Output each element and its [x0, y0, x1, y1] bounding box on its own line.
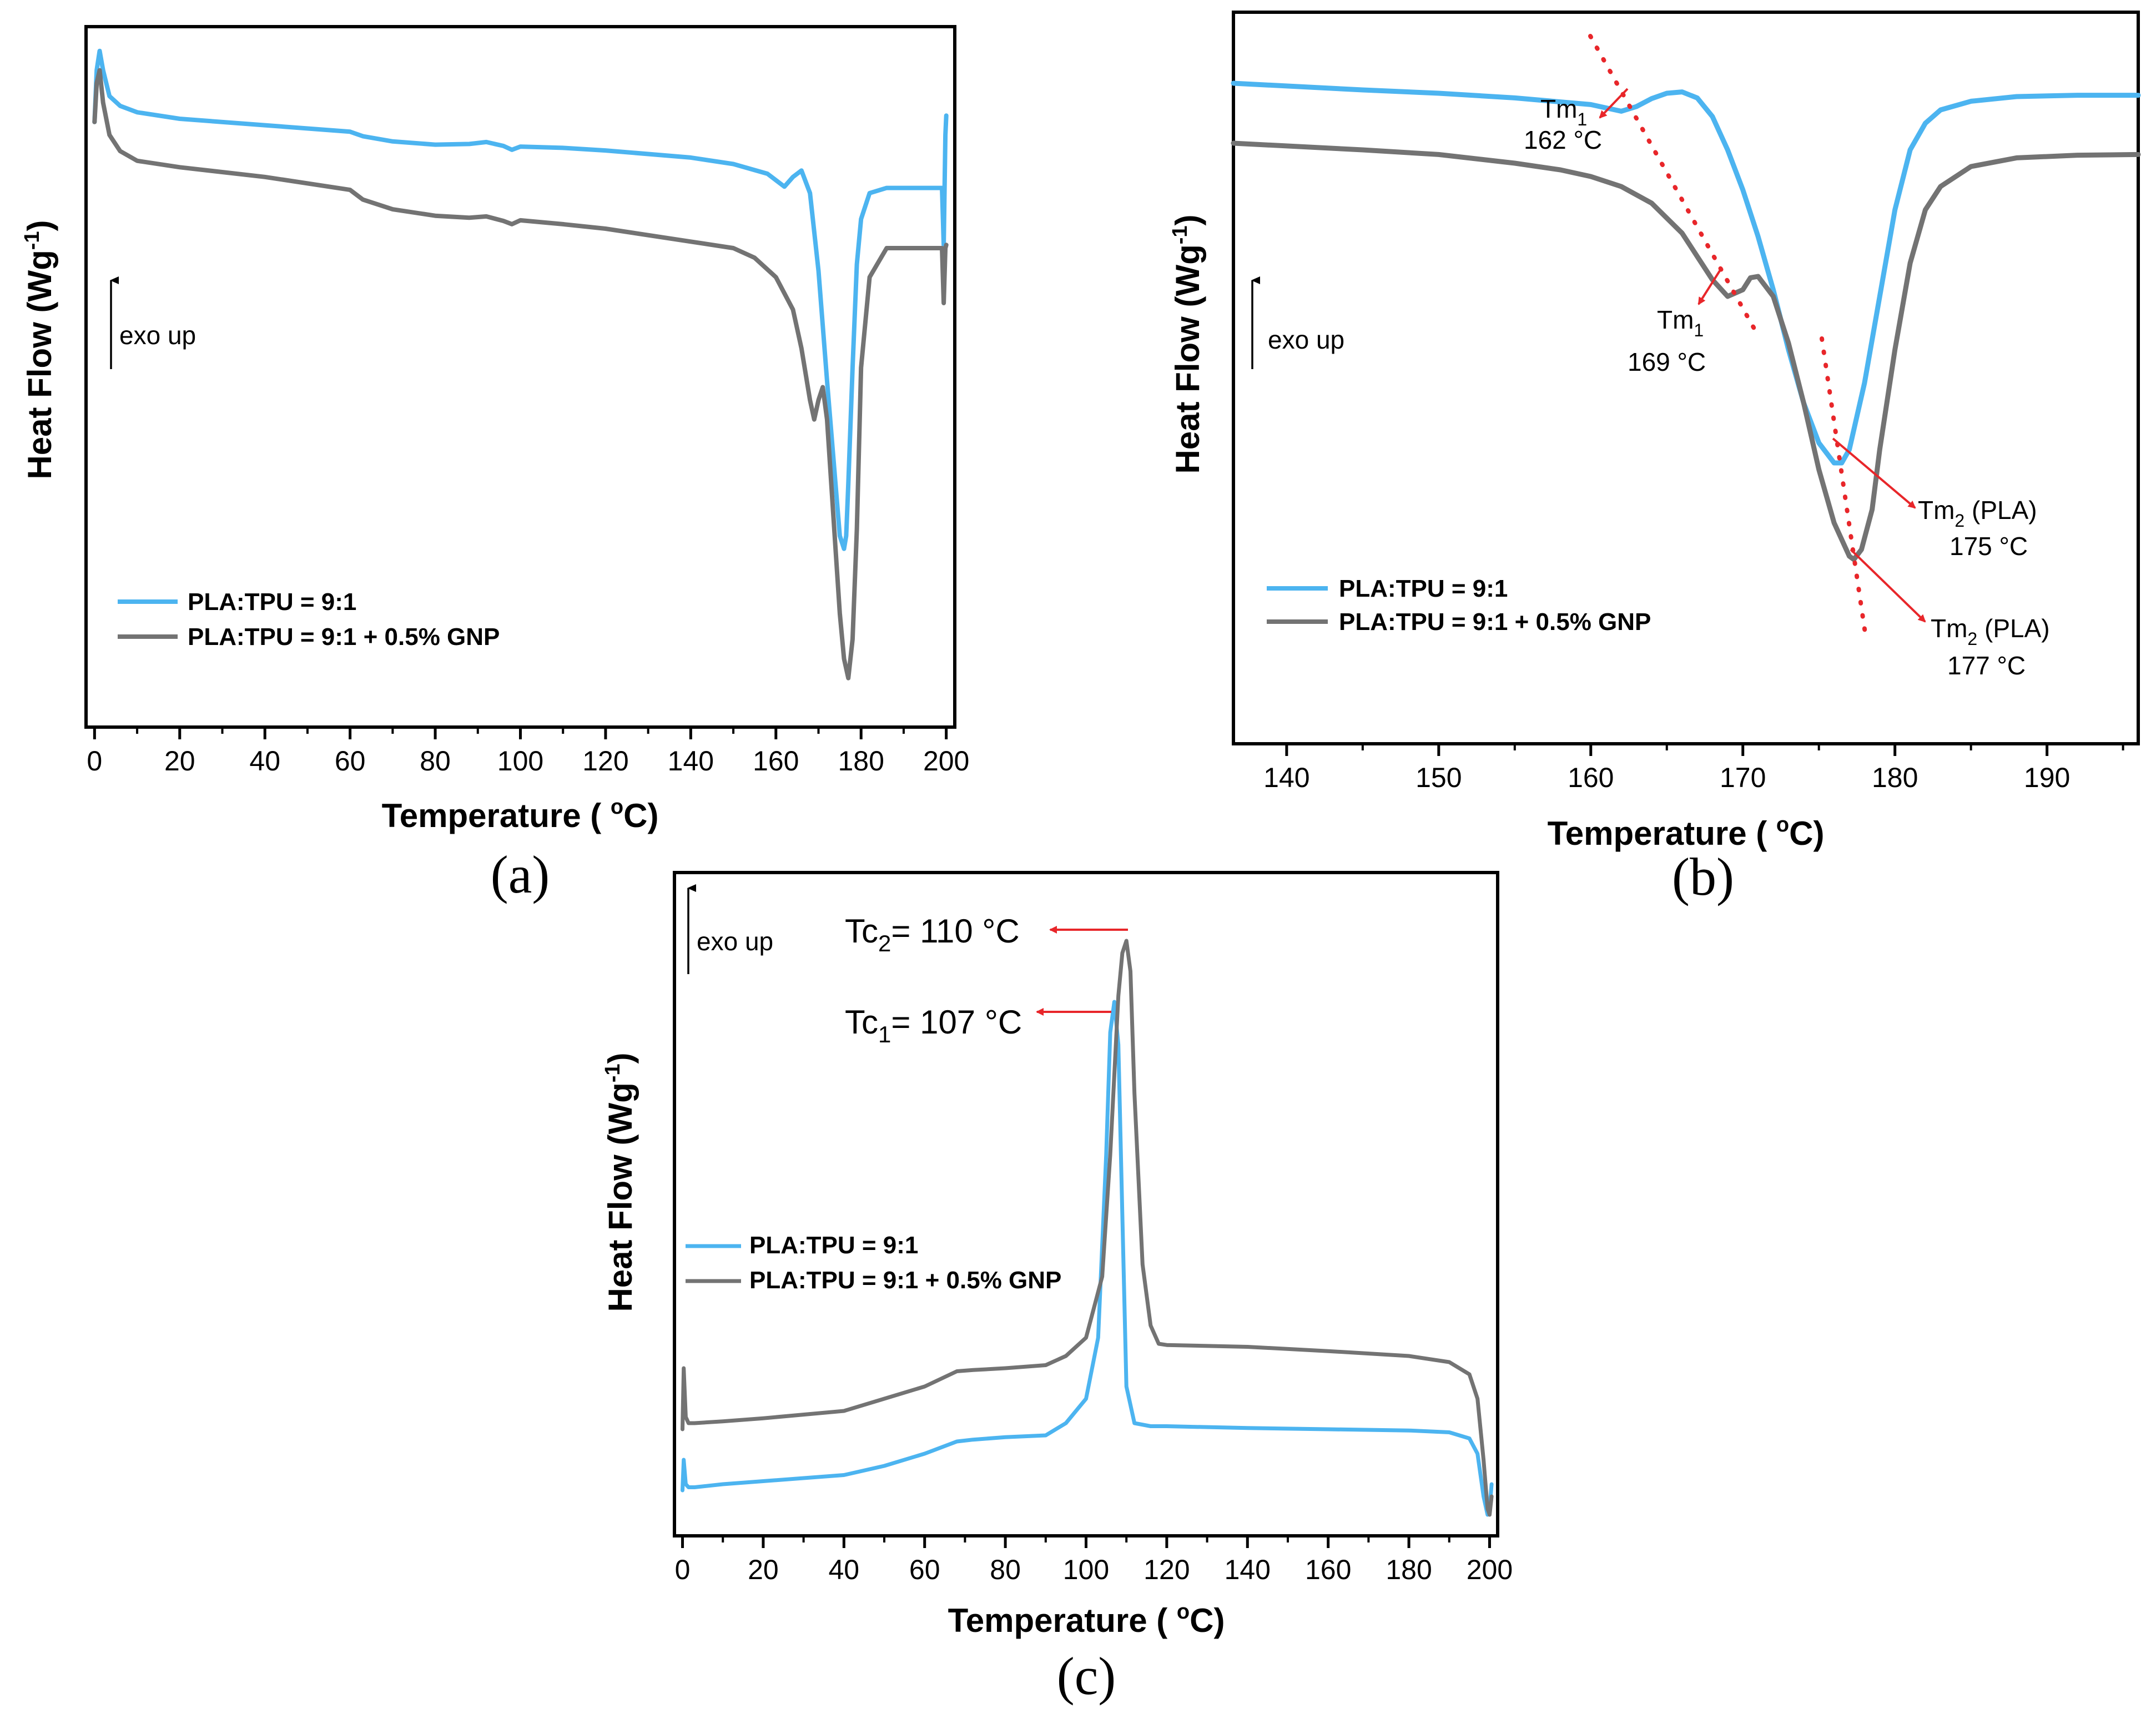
panel-c-label: (c): [1057, 1646, 1116, 1706]
panel-a-series-1-line: [92, 48, 949, 551]
panel-b-annotation-tm2-177-label: Tm2 (PLA): [1931, 614, 2050, 649]
panel-c-frame: [673, 871, 1499, 1537]
panel-b-legend-label-2: PLA:TPU = 9:1 + 0.5% GNP: [1339, 608, 1651, 636]
panel-c-x-ticks: 0 20 40 60 80 100 120 140 160 180 200: [675, 1536, 1513, 1585]
panel-a-exo-label: exo up: [119, 321, 196, 350]
panel-b-tangent-line-1: [1588, 34, 1761, 339]
panel-a-label: (a): [491, 845, 550, 904]
panel-b-legend: PLA:TPU = 9:1 PLA:TPU = 9:1 + 0.5% GNP: [1267, 575, 1651, 636]
panel-b-tick-label: 160: [1568, 762, 1614, 793]
panel-c-curves: [681, 939, 1494, 1517]
panel-b-tick-label: 150: [1415, 762, 1462, 793]
panel-a: 0 20 40 60 80 100 120 140 160 180 200 Temperature …: [21, 25, 969, 904]
panel-c-tick-label: 80: [990, 1554, 1021, 1585]
panel-b-series-2-line: [1231, 140, 2141, 562]
panel-c-tick-label: 0: [675, 1554, 691, 1585]
panel-c-tick-label: 120: [1144, 1554, 1190, 1585]
panel-b-arrow-tm1-169: [1697, 270, 1721, 305]
panel-a-tick-label: 60: [335, 745, 366, 777]
panel-b-curves: [1231, 80, 2141, 562]
panel-c-series-2-line: [681, 939, 1494, 1517]
panel-c-annotation-tc1: Tc1= 107 °C: [845, 1004, 1022, 1047]
panel-b-annotation-tm1-162-value: 162 °C: [1524, 125, 1602, 154]
panel-b-exo-label: exo up: [1268, 325, 1344, 354]
panel-a-legend: PLA:TPU = 9:1 PLA:TPU = 9:1 + 0.5% GNP: [118, 588, 500, 651]
panel-a-x-axis-label: Temperature ( oC): [382, 795, 659, 834]
panel-b-series-1-line: [1231, 80, 2141, 466]
panel-a-curves: [92, 48, 949, 680]
panel-b-tick-label: 170: [1720, 762, 1766, 793]
panel-a-tick-label: 120: [582, 745, 628, 777]
panel-c-exo-label: exo up: [697, 927, 773, 956]
panel-c-series-1-line: [681, 1000, 1494, 1517]
panel-c-tick-label: 40: [829, 1554, 860, 1585]
panel-a-tick-label: 20: [164, 745, 195, 777]
panel-b-arrow-tm2-175: [1832, 437, 1916, 509]
panel-a-legend-label-1: PLA:TPU = 9:1: [188, 588, 356, 616]
panel-a-frame: [84, 25, 956, 729]
panel-b-tick-label: 180: [1872, 762, 1918, 793]
panel-b-annotation-tm1-169-label: Tm1: [1657, 305, 1704, 340]
panel-b: 140 150 160 170 180 190 Temperature ( oC) Hea…: [1168, 11, 2141, 906]
panel-c-legend-label-2: PLA:TPU = 9:1 + 0.5% GNP: [749, 1267, 1061, 1294]
panel-a-tick-label: 180: [838, 745, 884, 777]
panel-b-arrow-tm2-177: [1850, 548, 1926, 623]
panel-b-y-axis-label: Heat Flow (Wg-1): [1168, 214, 1206, 473]
panel-b-x-ticks: 140 150 160 170 180 190: [1263, 744, 2124, 793]
panel-c-x-axis-label: Temperature ( oC): [948, 1600, 1225, 1639]
panel-c-tick-label: 180: [1386, 1554, 1432, 1585]
panel-c-tick-label: 160: [1305, 1554, 1351, 1585]
panel-a-tick-label: 100: [497, 745, 543, 777]
panel-a-tick-label: 160: [753, 745, 799, 777]
panel-a-tick-label: 140: [668, 745, 714, 777]
panel-b-tangent-line-2: [1820, 336, 1867, 635]
panel-b-annotation-tm1-162-label: Tm1: [1540, 94, 1587, 129]
panel-c-y-axis-label: Heat Flow (Wg-1): [601, 1052, 639, 1312]
panel-c-tick-label: 140: [1225, 1554, 1271, 1585]
panel-b-tick-label: 140: [1263, 762, 1309, 793]
panel-a-tick-label: 40: [249, 745, 280, 777]
panel-a-y-axis-label: Heat Flow (Wg-1): [21, 220, 58, 479]
panel-c-annotation-tc2: Tc2= 110 °C: [845, 913, 1020, 956]
panel-a-series-2-line: [92, 68, 949, 680]
panel-b-x-axis-label: Temperature ( oC): [1548, 813, 1825, 852]
panel-a-tick-label: 80: [420, 745, 451, 777]
panel-b-label: (b): [1672, 847, 1734, 906]
panel-c-legend-label-1: PLA:TPU = 9:1: [749, 1232, 918, 1259]
panel-b-frame: [1232, 11, 2140, 745]
panel-b-annotation-tm2-175-label: Tm2 (PLA): [1918, 496, 2037, 531]
panel-a-x-ticks: 0 20 40 60 80 100 120 140 160 180 200: [87, 727, 969, 777]
panel-b-annotation-tm1-169-value: 169 °C: [1628, 347, 1706, 376]
panel-c-tick-label: 100: [1063, 1554, 1109, 1585]
panel-b-arrow-tm1-162: [1599, 88, 1629, 119]
panel-c: 0 20 40 60 80 100 120 140 160 180 200 Temperature …: [601, 871, 1513, 1706]
panel-b-annotation-tm2-175-value: 175 °C: [1950, 532, 2028, 561]
panel-b-annotation-tm2-177-value: 177 °C: [1947, 651, 2026, 680]
panel-c-tick-label: 20: [748, 1554, 779, 1585]
panel-b-tick-label: 190: [2024, 762, 2070, 793]
panel-a-tick-label: 0: [87, 745, 102, 777]
panel-c-legend: PLA:TPU = 9:1 PLA:TPU = 9:1 + 0.5% GNP: [686, 1232, 1061, 1294]
panel-c-tick-label: 200: [1467, 1554, 1513, 1585]
panel-a-tick-label: 200: [923, 745, 969, 777]
panel-b-legend-label-1: PLA:TPU = 9:1: [1339, 575, 1508, 602]
panel-a-legend-label-2: PLA:TPU = 9:1 + 0.5% GNP: [188, 623, 500, 651]
panel-c-tick-label: 60: [909, 1554, 940, 1585]
